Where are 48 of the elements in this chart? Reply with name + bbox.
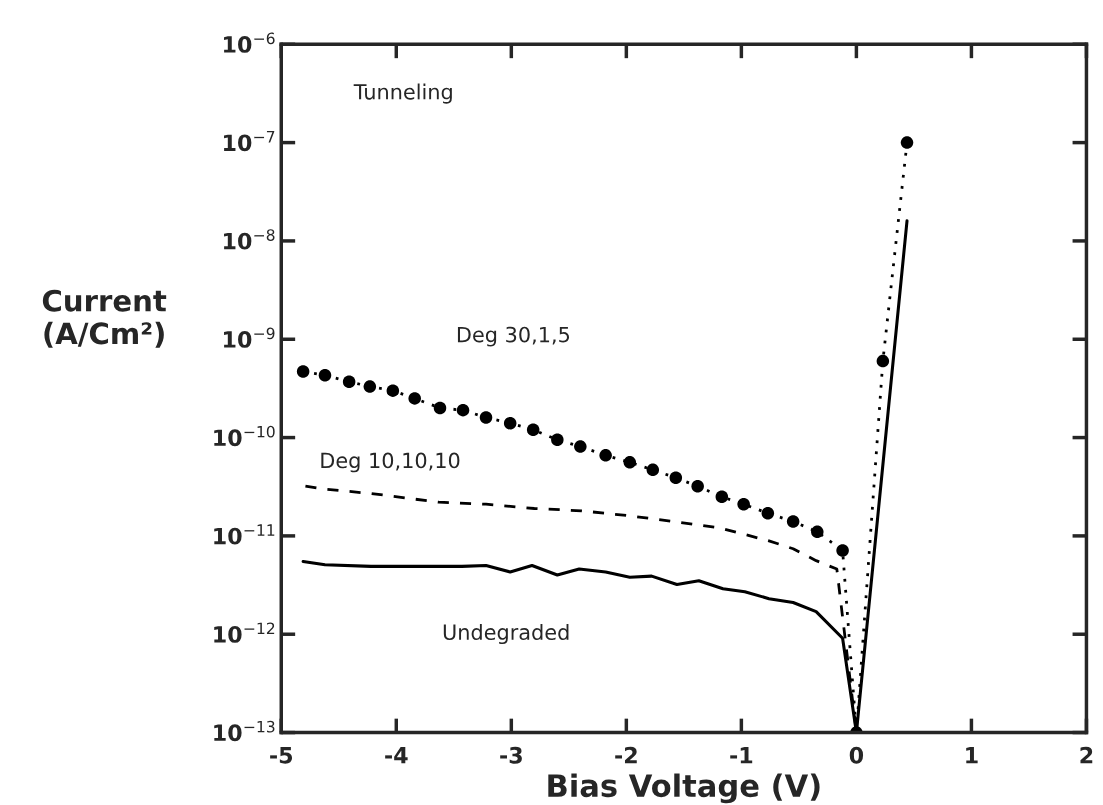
x-tick-label: -3: [500, 746, 522, 764]
y-tick-label: 10$^{−7}$: [224, 131, 275, 152]
point: [646, 463, 660, 477]
point: [691, 479, 704, 493]
series-label: Deg 10,10,10: [321, 452, 460, 473]
annotation: Tunneling: [353, 83, 452, 104]
y-axis-title: Current (A/Cm²): [42, 289, 167, 348]
y-tick-label: 10$^{−8}$: [224, 229, 275, 250]
point: [342, 375, 356, 388]
point: [433, 401, 447, 415]
y-tick-label: 10$^{−6}$: [224, 32, 275, 53]
point: [503, 416, 517, 430]
x-tick-label: -1: [730, 747, 753, 764]
point: [574, 440, 587, 453]
point: [786, 515, 800, 528]
point: [737, 497, 750, 511]
point: [526, 423, 540, 437]
y-tick-label: 10$^{−9}$: [224, 327, 275, 348]
y-tick-label: 10$^{−13}$: [214, 720, 275, 742]
point: [623, 456, 637, 469]
x-tick-label: 2: [1080, 746, 1093, 764]
x-tick-label: -4: [385, 747, 408, 764]
y-tick-label: 10$^{−12}$: [214, 622, 275, 643]
text: Deg 30,1,5: [457, 326, 570, 347]
x-tick-label: 0: [849, 746, 864, 764]
text: Undegraded: [443, 623, 569, 645]
point: [836, 544, 849, 557]
point: [599, 449, 612, 462]
y-tick-label: 10$^{−10}$: [214, 425, 275, 447]
point: [761, 506, 775, 520]
point: [876, 354, 890, 368]
y-tick-label: 10$^{−11}$: [214, 524, 275, 545]
point: [900, 136, 914, 149]
point: [715, 490, 729, 504]
x-tick-label: -2: [615, 746, 637, 764]
point: [296, 365, 310, 378]
point: [408, 392, 421, 405]
point: [479, 411, 493, 424]
point: [318, 369, 332, 382]
point: [811, 525, 824, 539]
x-axis-title: Bias Voltage (V): [548, 773, 820, 804]
x-tick-label: -5: [270, 747, 293, 764]
point: [669, 471, 683, 485]
point: [386, 384, 400, 397]
point: [363, 380, 377, 393]
x-tick-label: 1: [966, 747, 978, 764]
point: [456, 403, 470, 417]
point: [551, 433, 564, 447]
